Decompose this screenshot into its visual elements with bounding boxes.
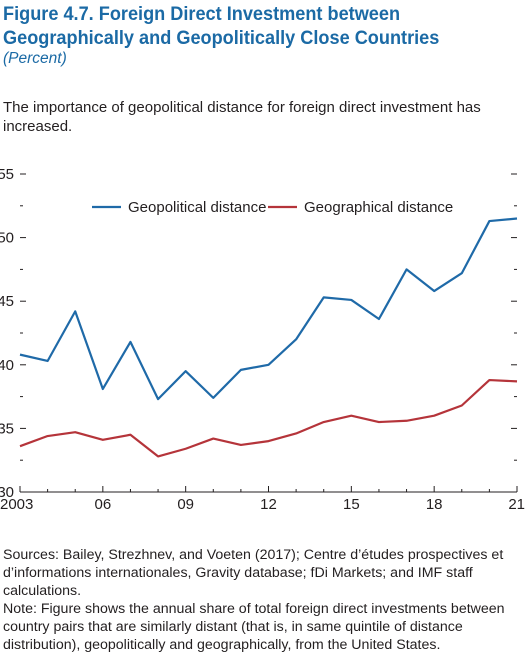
figure-subtitle: (Percent) — [3, 50, 67, 67]
figure-notes: Sources: Bailey, Strezhnev, and Voeten (… — [3, 546, 525, 654]
figure-title: Figure 4.7. Foreign Direct Investment be… — [3, 3, 440, 49]
geographical-distance-line — [19, 378, 518, 458]
geopolitical-distance-line — [19, 217, 518, 401]
x-tick-label: 2003 — [0, 496, 33, 513]
chart-axes: 30 35 40 45 50 55 2003 06 09 12 15 18 21 — [0, 166, 525, 513]
y-tick-label: 45 — [0, 293, 14, 310]
line-chart: 30 35 40 45 50 55 2003 06 09 12 15 18 21 Geopolitica… — [0, 166, 525, 513]
chart-legend: Geopolitical distance Geographical distan… — [92, 199, 453, 216]
sources-text: Sources: Bailey, Strezhnev, and Voeten (… — [3, 547, 504, 599]
x-tick-label: 06 — [94, 496, 111, 513]
x-tick-label: 09 — [177, 496, 194, 513]
x-tick-label: 12 — [260, 496, 277, 513]
x-tick-label: 21 — [508, 496, 525, 513]
x-tick-label: 18 — [426, 496, 443, 513]
x-tick-label: 15 — [343, 496, 360, 513]
chart-series — [19, 217, 518, 458]
y-tick-label: 30 — [0, 484, 14, 501]
legend-label-geographical: Geographical distance — [304, 199, 453, 216]
legend-label-geopolitical: Geopolitical distance — [128, 199, 266, 216]
y-tick-label: 55 — [0, 166, 14, 183]
figure-lede: The importance of geopolitical distance … — [3, 99, 481, 135]
y-tick-label: 35 — [0, 420, 14, 437]
note-text: Note: Figure shows the annual share of t… — [3, 601, 505, 653]
y-tick-label: 40 — [0, 357, 14, 374]
y-tick-label: 50 — [0, 230, 14, 247]
